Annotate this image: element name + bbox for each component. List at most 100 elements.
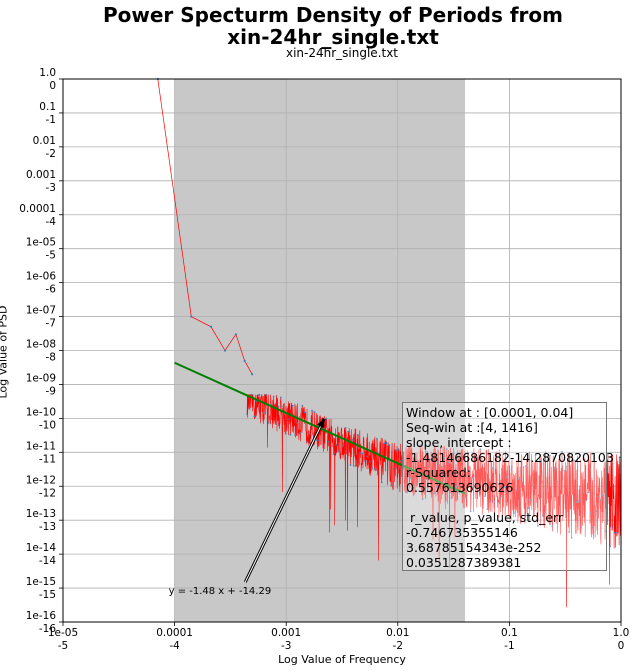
psd-point [243,359,246,362]
psd-marker [380,481,383,484]
psd-marker [388,444,390,446]
psd-marker [594,510,597,512]
psd-marker [481,463,484,466]
psd-marker [558,454,561,457]
y-tick-log-label: 0 [49,80,56,92]
psd-marker [279,396,282,399]
psd-marker [246,413,249,416]
psd-marker [541,514,544,517]
psd-marker [508,490,511,492]
stats-line: Window at : [0.0001, 0.04] [406,405,574,420]
psd-marker [428,458,431,461]
psd-marker [282,405,285,408]
psd-marker [424,478,426,481]
x-tick-log-label: -2 [393,640,403,652]
stats-line: Seq-win at :[4, 1416] [406,420,538,435]
psd-marker [284,432,287,435]
psd-marker [577,499,580,502]
psd-marker [570,536,573,539]
psd-point [234,333,237,336]
x-axis-label: Log Value of Frequency [278,653,406,666]
psd-marker [347,430,349,433]
psd-marker [272,395,275,398]
x-tick-log-label: 0 [618,640,625,652]
psd-marker [303,411,306,414]
x-tick-label: 0.0001 [156,627,193,639]
psd-marker [498,502,501,505]
y-tick-label: 1e-08 [26,339,56,351]
y-tick-log-label: -7 [46,318,56,330]
psd-marker [460,457,462,460]
psd-marker [539,459,542,462]
y-tick-log-label: -6 [46,284,57,296]
y-tick-log-label: -2 [46,148,56,160]
y-tick-label: 1e-06 [26,271,57,283]
psd-marker [462,498,465,500]
psd-marker [592,526,595,529]
x-tick-label: 0.01 [386,627,409,639]
psd-marker [484,495,486,498]
psd-marker [356,433,359,436]
psd-marker [306,440,309,443]
psd-marker [525,464,527,467]
psd-marker [491,467,494,469]
psd-marker [299,432,301,434]
psd-marker [364,460,366,462]
y-tick-log-label: -1 [46,114,56,126]
y-tick-label: 1e-11 [26,440,56,452]
psd-marker [467,452,470,455]
psd-marker [330,435,333,438]
psd-marker [589,512,592,515]
psd-marker [573,459,575,462]
psd-marker [561,450,563,453]
psd-marker [609,545,611,548]
psd-marker [556,480,559,483]
psd-marker [277,405,280,408]
psd-marker [601,494,604,497]
psd-marker [344,426,347,429]
psd-marker [318,439,321,442]
x-tick-label: 1e-05 [48,627,78,639]
psd-marker [294,434,297,436]
psd-marker [496,481,498,483]
psd-marker [443,457,446,459]
psd-marker [313,411,316,413]
chart-title: Power Specturm Density of Periods from x… [0,4,636,48]
x-tick-label: 1.0 [613,627,630,639]
y-tick-label: 0.01 [33,135,56,147]
annotation-arrow-inner [244,418,325,583]
psd-noise-line [246,394,622,608]
psd-marker [445,448,448,451]
chart-subtitle: xin-24hr_single.txt [285,46,399,60]
psd-marker [258,393,261,396]
psd-marker [464,496,467,499]
psd-marker [479,448,482,451]
psd-marker [529,498,532,501]
psd-marker [376,437,378,440]
psd-marker [337,450,340,453]
stats-line: 3.68785154343e-252 [406,540,542,555]
psd-marker [335,443,337,446]
psd-marker [599,498,602,501]
psd-marker [544,511,547,514]
psd-marker [248,408,251,410]
psd-marker [582,491,585,494]
psd-marker [385,442,388,444]
chart-title-line2: xin-24hr_single.txt [227,25,439,49]
psd-marker [366,455,369,458]
psd-marker [421,498,424,500]
stats-line: r_value, p_value, std_err [406,510,564,525]
y-tick-label: 0.1 [39,101,56,113]
y-tick-label: 1e-15 [26,576,56,588]
annotation-text: y = -1.48 x + -14.29 [169,586,272,597]
psd-marker [373,468,376,471]
psd-marker [618,456,621,459]
psd-marker [263,411,265,414]
psd-marker [395,449,398,452]
psd-marker [474,456,477,458]
psd-marker [433,492,436,495]
psd-marker [469,510,472,513]
psd-point [251,373,254,376]
y-tick-label: 0.001 [26,169,56,181]
psd-marker [354,464,357,467]
